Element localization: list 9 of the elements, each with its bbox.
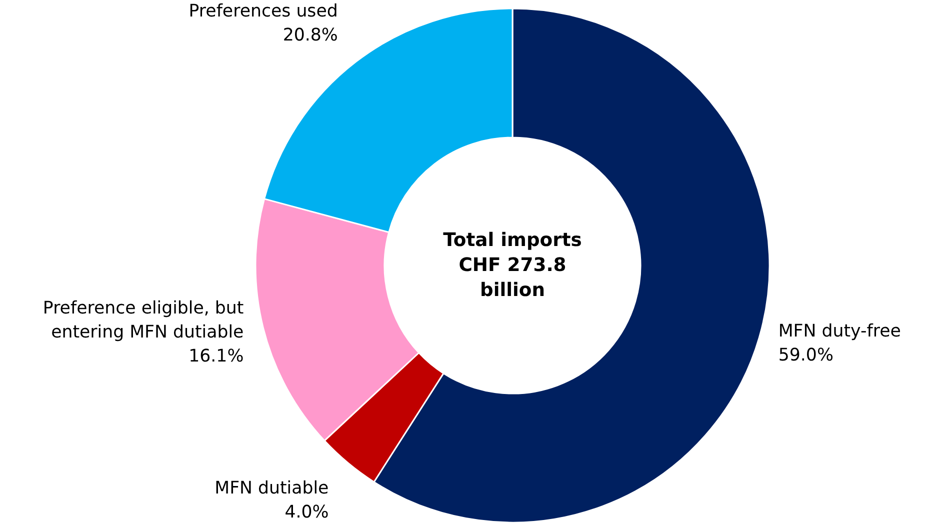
text: Total imports CHF 273.8 billion (443, 230, 582, 302)
data-label: 59.0% (778, 345, 834, 366)
slice-label: MFN dutiable (214, 478, 329, 498)
slice-label: Preferences used (188, 2, 338, 22)
data-label: 16.1% (188, 346, 244, 366)
data-label: 4.0% (284, 502, 329, 522)
slice-label: MFN duty-free (778, 321, 901, 342)
slice-label: Preference eligible, but entering MFN dutiable (42, 298, 244, 342)
data-label: 20.8% (282, 26, 338, 46)
